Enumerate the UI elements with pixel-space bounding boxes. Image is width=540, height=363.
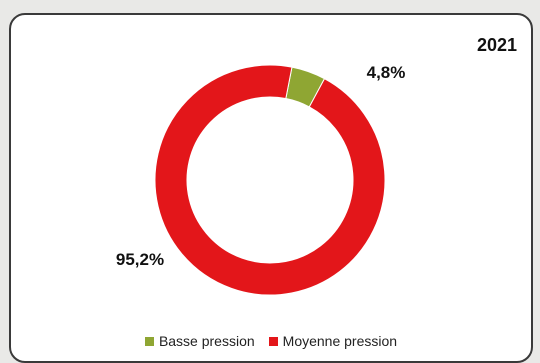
data-label-basse-pression: 4,8%: [367, 63, 406, 82]
data-label-moyenne-pression: 95,2%: [116, 250, 164, 269]
legend-swatch-basse-pression: [144, 336, 154, 346]
legend-swatch-moyenne-pression: [268, 336, 278, 346]
chart-title: 2021: [476, 35, 517, 55]
donut-slice-moyenne-pression: [154, 64, 386, 296]
legend-label-basse-pression: Basse pression: [158, 333, 255, 349]
legend-label-moyenne-pression: Moyenne pression: [282, 333, 398, 349]
legend-item-basse-pression: Basse pression: [144, 333, 255, 349]
donut-chart: 4,8% 95,2%: [116, 63, 406, 296]
chart-legend: Basse pression Moyenne pression: [11, 333, 531, 349]
legend-item-moyenne-pression: Moyenne pression: [268, 333, 398, 349]
